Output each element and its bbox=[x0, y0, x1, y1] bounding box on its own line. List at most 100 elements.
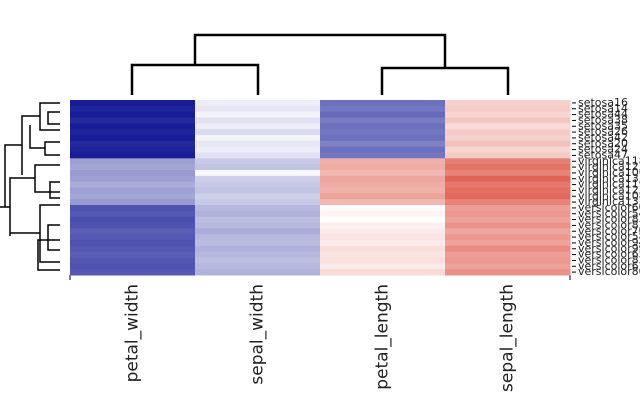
heatmap-cell bbox=[320, 111, 446, 118]
heatmap-cell bbox=[445, 193, 571, 200]
heatmap-cell bbox=[195, 251, 321, 258]
heatmap-cell bbox=[445, 146, 571, 153]
heatmap-cell bbox=[70, 210, 196, 218]
heatmap-cell bbox=[320, 158, 446, 165]
heatmap-cell bbox=[70, 146, 196, 153]
heatmap-cell bbox=[70, 135, 196, 142]
column-label: petal_length bbox=[373, 284, 393, 390]
heatmap-cell bbox=[320, 152, 446, 159]
dendrogram-branch bbox=[380, 66, 510, 95]
heatmap-cell bbox=[320, 187, 446, 194]
row-label: setosa14 bbox=[578, 102, 628, 115]
row-label: setosa20 bbox=[578, 137, 628, 150]
heatmap-cell bbox=[70, 251, 196, 258]
heatmap-cell bbox=[320, 205, 446, 212]
heatmap-cell bbox=[195, 240, 321, 247]
heatmap-cell bbox=[195, 158, 321, 165]
heatmap-cell bbox=[445, 210, 571, 218]
heatmap-cell bbox=[195, 152, 321, 159]
heatmap-cell bbox=[320, 181, 446, 188]
column-label: sepal_width bbox=[248, 284, 268, 385]
heatmap-cell bbox=[445, 240, 571, 247]
heatmap-cell bbox=[445, 199, 571, 206]
heatmap-cell bbox=[320, 228, 446, 235]
column-label: petal_width bbox=[123, 284, 143, 382]
dendrogram-branch bbox=[0, 164, 60, 271]
heatmap-cell bbox=[320, 135, 446, 142]
heatmap-cell bbox=[320, 105, 446, 113]
heatmap-cell bbox=[70, 170, 196, 177]
heatmap-cell bbox=[445, 100, 571, 107]
heatmap-cell bbox=[195, 164, 321, 171]
heatmap-cell bbox=[445, 123, 571, 130]
heatmap-cell bbox=[445, 251, 571, 258]
row-label: virginica123 bbox=[578, 183, 640, 196]
heatmap-cell bbox=[445, 269, 571, 276]
heatmap-cell bbox=[70, 158, 196, 165]
heatmap-cell bbox=[195, 205, 321, 212]
row-label: virginica131 bbox=[578, 172, 640, 185]
row-dendrogram bbox=[0, 102, 60, 271]
heatmap-cell bbox=[70, 216, 196, 223]
dendrogram-branch bbox=[21, 102, 60, 175]
dendrogram-branch bbox=[130, 63, 260, 95]
heatmap-cell bbox=[445, 117, 571, 124]
heatmap-cell bbox=[70, 123, 196, 130]
heatmap-cell bbox=[320, 193, 446, 200]
heatmap-cell bbox=[320, 170, 446, 177]
heatmap-cell bbox=[70, 193, 196, 200]
heatmap-cell bbox=[445, 135, 571, 142]
heatmap-cell bbox=[70, 222, 196, 229]
dendrogram-branch bbox=[193, 33, 447, 68]
heatmap-cell bbox=[320, 146, 446, 153]
heatmap-cell bbox=[70, 175, 196, 183]
heatmap-cell bbox=[445, 234, 571, 241]
heatmap-cell bbox=[195, 199, 321, 206]
heatmap-cell bbox=[195, 129, 321, 136]
row-label: versicolor83 bbox=[578, 253, 640, 266]
heatmap-cell bbox=[320, 240, 446, 247]
heatmap-cell bbox=[320, 175, 446, 183]
row-label: versicolor94 bbox=[578, 236, 640, 249]
heatmap-cell bbox=[320, 123, 446, 130]
heatmap-cell bbox=[320, 100, 446, 107]
heatmap-cell bbox=[195, 245, 321, 253]
row-label: setosa35 bbox=[578, 119, 628, 132]
column-dendrogram bbox=[130, 33, 510, 95]
heatmap-cell bbox=[70, 263, 196, 270]
heatmap-cell bbox=[195, 193, 321, 200]
heatmap-cell bbox=[445, 175, 571, 183]
column-label: sepal_length bbox=[498, 284, 518, 392]
row-label: setosa26 bbox=[578, 125, 628, 138]
heatmap-cell bbox=[320, 251, 446, 258]
heatmap-cell bbox=[195, 181, 321, 188]
heatmap-cell bbox=[70, 199, 196, 206]
heatmap-cell bbox=[195, 146, 321, 153]
heatmap-cell bbox=[320, 199, 446, 206]
heatmap-cell bbox=[445, 205, 571, 212]
heatmap-cell bbox=[70, 100, 196, 107]
row-label: versicolor58 bbox=[578, 230, 640, 243]
heatmap-cell bbox=[70, 228, 196, 235]
heatmap-cell bbox=[195, 222, 321, 229]
heatmap-cell bbox=[70, 140, 196, 148]
heatmap-cell bbox=[445, 111, 571, 118]
row-label: virginica119 bbox=[578, 178, 640, 191]
heatmap-cell bbox=[445, 257, 571, 264]
heatmap-cell bbox=[70, 129, 196, 136]
row-label: versicolor70 bbox=[578, 224, 640, 237]
heatmap-cell bbox=[195, 216, 321, 223]
row-label: setosa38 bbox=[578, 113, 628, 126]
row-label: versicolor54 bbox=[578, 207, 640, 220]
heatmap-cell bbox=[70, 187, 196, 194]
heatmap-cell bbox=[195, 234, 321, 241]
row-label: virginica106 bbox=[578, 166, 640, 179]
heatmap-cell bbox=[70, 234, 196, 241]
heatmap-cell bbox=[445, 181, 571, 188]
heatmap-cell bbox=[320, 234, 446, 241]
heatmap-cell bbox=[70, 245, 196, 253]
row-label: setosa47 bbox=[578, 148, 628, 161]
heatmap-cell bbox=[70, 111, 196, 118]
heatmap-cell bbox=[195, 135, 321, 142]
